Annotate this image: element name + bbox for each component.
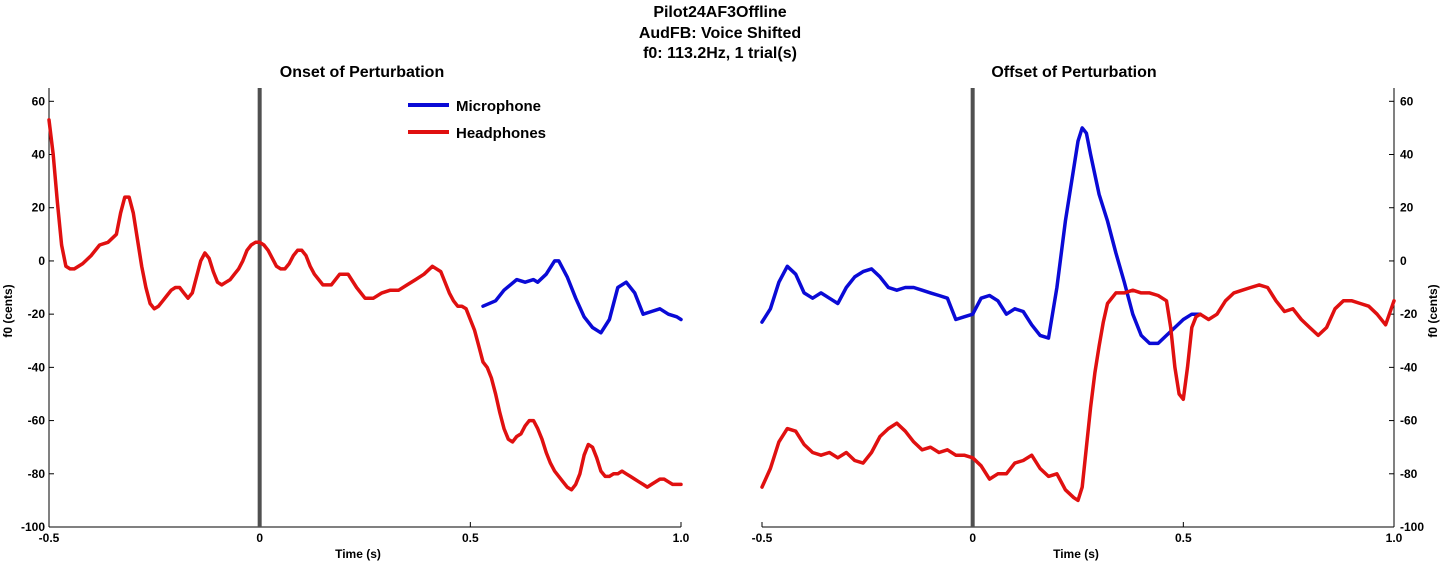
onset-y-axis-label: f0 (cents) [1, 284, 15, 337]
offset-y-tick-label: -60 [1400, 414, 1418, 428]
onset-y-tick-label: 60 [32, 94, 46, 108]
offset-y-tick-label: -40 [1400, 360, 1418, 374]
offset-x-tick-label: 0 [969, 531, 976, 545]
offset-series-microphone [760, 126, 1202, 346]
onset-y-tick-label: 0 [38, 254, 45, 268]
offset-panel-title: Offset of Perturbation [991, 64, 1156, 81]
offset-x-tick-label: -0.5 [752, 531, 773, 545]
onset-y-tick-label: -100 [21, 520, 45, 534]
onset-series-microphone [481, 259, 683, 335]
offset-series-headphones [760, 283, 1396, 503]
onset-panel-title: Onset of Perturbation [280, 64, 444, 81]
figure-title-line-2: AudFB: Voice Shifted [639, 25, 801, 42]
onset-x-tick-label: 0.5 [462, 531, 479, 545]
onset-y-tick-label: -20 [28, 307, 46, 321]
legend: Microphone Headphones [408, 98, 546, 142]
onset-x-tick-label: 1.0 [673, 531, 690, 545]
offset-y-tick-label: -80 [1400, 467, 1418, 481]
onset-x-tick-label: -0.5 [39, 531, 60, 545]
offset-y-axis-label: f0 (cents) [1426, 284, 1440, 337]
onset-y-tick-label: 40 [32, 148, 46, 162]
offset-y-tick-label: 0 [1400, 254, 1407, 268]
legend-microphone-label: Microphone [456, 98, 541, 115]
onset-panel: Onset of Perturbation Time (s) f0 (cents… [1, 64, 690, 561]
offset-panel: Offset of Perturbation Time (s) f0 (cent… [752, 64, 1440, 561]
offset-x-tick-label: 0.5 [1175, 531, 1192, 545]
offset-y-tick-label: -20 [1400, 307, 1418, 321]
onset-y-tick-label: -80 [28, 467, 46, 481]
onset-y-tick-label: 20 [32, 201, 46, 215]
figure-title-line-1: Pilot24AF3Offline [653, 4, 786, 21]
offset-x-axis-label: Time (s) [1053, 547, 1099, 561]
offset-y-tick-label: 20 [1400, 201, 1414, 215]
figure-title-line-3: f0: 113.2Hz, 1 trial(s) [643, 45, 797, 62]
onset-y-tick-label: -60 [28, 414, 46, 428]
onset-y-tick-label: -40 [28, 360, 46, 374]
figure-title: Pilot24AF3Offline AudFB: Voice Shifted f… [639, 4, 801, 62]
legend-headphones-label: Headphones [456, 125, 546, 142]
onset-x-axis-label: Time (s) [335, 547, 381, 561]
offset-y-tick-label: 40 [1400, 148, 1414, 162]
onset-series-headphones [47, 118, 683, 492]
offset-y-tick-label: 60 [1400, 94, 1414, 108]
onset-x-tick-label: 0 [256, 531, 263, 545]
offset-x-tick-label: 1.0 [1386, 531, 1403, 545]
offset-y-tick-label: -100 [1400, 520, 1424, 534]
